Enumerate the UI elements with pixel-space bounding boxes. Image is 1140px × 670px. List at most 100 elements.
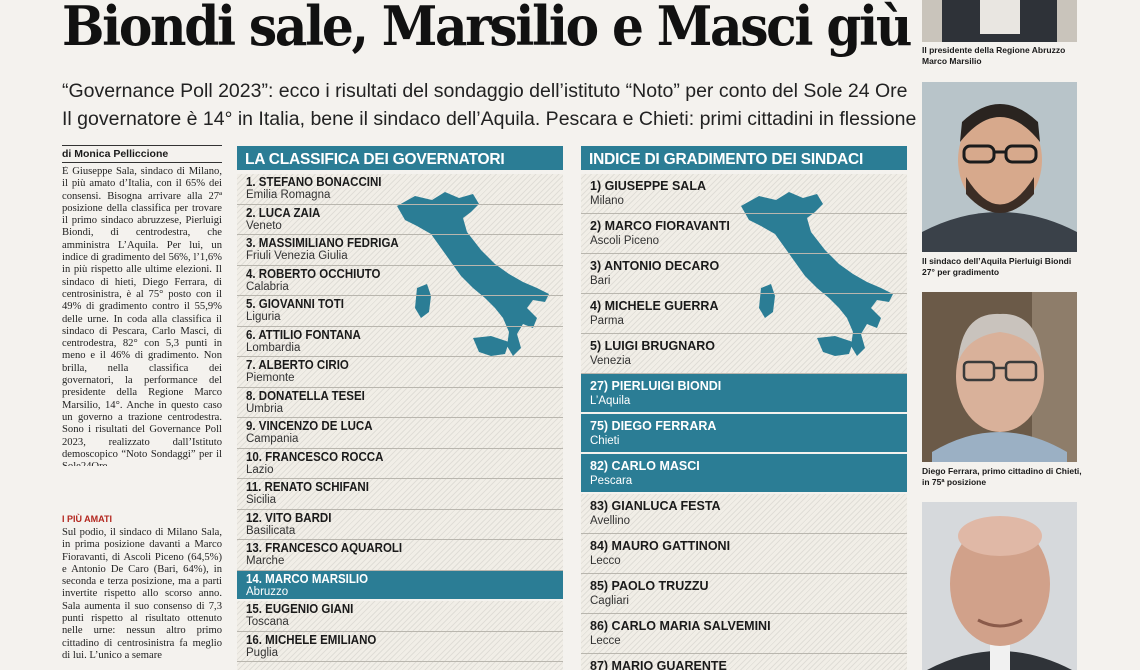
ranking-place: Calabria [246,280,289,293]
ranking-name: 84) MAURO GATTINONI [590,539,731,553]
ranking-place: Marche [246,555,285,567]
ranking-row: 7. ALBERTO CIRIO Piemonte [237,357,563,388]
mayors-ranking-title: INDICE DI GRADIMENTO DEI SINDACI [581,146,907,174]
ranking-row: 3. MASSIMILIANO FEDRIGA Friuli Venezia Gi… [237,235,563,266]
ranking-place: Lazio [246,463,274,476]
ranking-name: 16. MICHELE EMILIANO [246,632,377,647]
ranking-name: 85) PAOLO TRUZZU [590,579,709,593]
ranking-name: 1) GIUSEPPE SALA [590,179,706,193]
mayors-rows: 1) GIUSEPPE SALA Milano 2) MARCO FIORAVANT… [581,174,907,670]
ranking-name: 13. FRANCESCO AQUAROLI [246,541,403,555]
ranking-row: 1) GIUSEPPE SALA Milano [581,174,907,214]
ranking-place: Liguria [246,311,281,323]
article-body: È Giuseppe Sala, sindaco di Milano, il p… [62,166,222,466]
deck-line-2: Il governatore è 14° in Italia, bene il … [62,108,917,130]
ranking-place: Veneto [246,219,282,232]
byline: di Monica Pelliccione [62,145,222,163]
ranking-row: 27) PIERLUIGI BIONDI L’Aquila [581,374,907,414]
ranking-row: 2) MARCO FIORAVANTI Ascoli Piceno [581,214,907,254]
ranking-row: 3) ANTONIO DECARO Bari [581,254,907,294]
ranking-place: Puglia [246,646,278,659]
headline: Biondi sale, Marsilio e Masci giù [62,0,912,58]
section-heading: I PIÙ AMATI [62,514,112,524]
ranking-name: 3) ANTONIO DECARO [590,259,720,273]
ranking-name: 87) MARIO GUARENTE [590,659,727,670]
ranking-place: L’Aquila [590,395,631,407]
ranking-name: 14. MARCO MARSILIO [246,571,369,586]
ranking-place: Pescara [590,475,633,487]
ranking-name: 1. STEFANO BONACCINI [246,175,382,189]
ranking-row: 2. LUCA ZAIA Veneto [237,205,563,235]
article-body-continued: Sul podio, il sindaco di Milano Sala, in… [62,527,222,661]
ranking-name: 5. GIOVANNI TOTI [246,297,344,311]
ranking-place: Friuli Venezia Giulia [246,250,348,262]
photo-pierluigi-biondi [922,82,1077,252]
ranking-row: 9. VINCENZO DE LUCA Campania [237,418,563,449]
governors-ranking-list: 1. STEFANO BONACCINI Emilia Romagna 2. LUC… [237,174,563,670]
ranking-row: 75) DIEGO FERRARA Chieti [581,414,907,454]
ranking-name: 15. EUGENIO GIANI [246,602,354,616]
ranking-row: 13. FRANCESCO AQUAROLI Marche [237,540,563,571]
ranking-row: 84) MAURO GATTINONI Lecco [581,534,907,574]
ranking-row: 8. DONATELLA TESEI Umbria [237,388,563,418]
ranking-name: 75) DIEGO FERRARA [590,419,717,433]
caption-marsilio: Il presidente della Regione Abruzzo Marc… [922,45,1066,66]
governors-ranking-title: LA CLASSIFICA DEI GOVERNATORI [237,146,563,174]
ranking-row: 86) CARLO MARIA SALVEMINI Lecce [581,614,907,654]
ranking-place: Lombardia [246,341,301,354]
ranking-place: Chieti [590,435,620,447]
ranking-place: Milano [590,195,624,207]
ranking-row: 11. RENATO SCHIFANI Sicilia [237,479,563,510]
ranking-name: 4) MICHELE GUERRA [590,299,719,313]
ranking-name: 6. ATTILIO FONTANA [246,327,361,342]
ranking-name: 7. ALBERTO CIRIO [246,358,349,372]
ranking-name: 2. LUCA ZAIA [246,205,321,220]
ranking-name: 9. VINCENZO DE LUCA [246,419,373,433]
ranking-row: 85) PAOLO TRUZZU Cagliari [581,574,907,614]
ranking-row: 14. MARCO MARSILIO Abruzzo [237,570,563,601]
ranking-place: Campania [246,433,299,445]
ranking-name: 27) PIERLUIGI BIONDI [590,379,722,393]
ranking-name: 5) LUIGI BRUGNARO [590,339,715,353]
ranking-name: 3. MASSIMILIANO FEDRIGA [246,236,399,250]
deck-line-1: “Governance Poll 2023”: ecco i risultati… [62,80,908,102]
mayors-ranking-list: 1) GIUSEPPE SALA Milano 2) MARCO FIORAVANT… [581,174,907,670]
ranking-name: 12. VITO BARDI [246,510,332,525]
ranking-row: 15. EUGENIO GIANI Toscana [237,601,563,632]
ranking-place: Sicilia [246,494,277,506]
ranking-name: 2) MARCO FIORAVANTI [590,219,730,233]
ranking-name: 11. RENATO SCHIFANI [246,480,369,494]
ranking-row: 12. VITO BARDI Basilicata [237,510,563,540]
photo-diego-ferrara [922,292,1077,462]
ranking-place: Abruzzo [246,585,289,598]
caption-ferrara: Diego Ferrara, primo cittadino di Chieti… [922,466,1082,487]
ranking-place: Basilicata [246,524,296,537]
photo-marco-marsilio [922,0,1077,42]
governors-ranking-panel: LA CLASSIFICA DEI GOVERNATORI 1. STEFANO… [237,146,563,670]
italy-map-icon [741,192,893,356]
ranking-place: Cagliari [590,595,629,607]
italy-map-icon [397,192,549,356]
ranking-place: Avellino [590,515,631,527]
ranking-name: 82) CARLO MASCI [590,459,700,473]
mayors-ranking-panel: INDICE DI GRADIMENTO DEI SINDACI 1) GIUS… [581,146,907,670]
governors-rows: 1. STEFANO BONACCINI Emilia Romagna 2. LUC… [237,174,563,662]
ranking-row: 82) CARLO MASCI Pescara [581,454,907,494]
ranking-place: Lecce [590,635,621,647]
ranking-place: Toscana [246,616,289,628]
ranking-row: 16. MICHELE EMILIANO Puglia [237,632,563,662]
ranking-name: 8. DONATELLA TESEI [246,388,365,403]
photo-carlo-masci [922,502,1077,670]
ranking-place: Emilia Romagna [246,189,331,201]
ranking-row: 4) MICHELE GUERRA Parma [581,294,907,334]
ranking-row: 1. STEFANO BONACCINI Emilia Romagna [237,174,563,205]
ranking-name: 10. FRANCESCO ROCCA [246,449,384,464]
ranking-place: Ascoli Piceno [590,235,660,247]
ranking-row: 83) GIANLUCA FESTA Avellino [581,494,907,534]
ranking-place: Piemonte [246,372,295,384]
ranking-row: 5) LUIGI BRUGNARO Venezia [581,334,907,374]
ranking-place: Lecco [590,555,621,567]
ranking-place: Parma [590,315,624,327]
caption-biondi: Il sindaco dell’Aquila Pierluigi Biondi … [922,256,1072,277]
ranking-place: Bari [590,275,611,287]
